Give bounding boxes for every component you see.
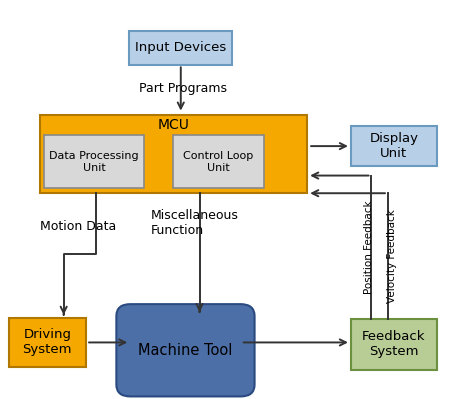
Text: Miscellaneous
Function: Miscellaneous Function (150, 209, 238, 237)
Text: Data Processing
Unit: Data Processing Unit (49, 151, 139, 173)
Text: Velocity Feedback: Velocity Feedback (387, 209, 397, 303)
FancyBboxPatch shape (129, 31, 232, 65)
FancyBboxPatch shape (9, 318, 86, 367)
Text: Feedback
System: Feedback System (362, 330, 426, 358)
FancyBboxPatch shape (173, 135, 264, 188)
Text: Input Devices: Input Devices (135, 41, 227, 54)
Text: Motion Data: Motion Data (40, 220, 117, 233)
Text: Position Feedback: Position Feedback (364, 200, 374, 294)
FancyBboxPatch shape (44, 135, 145, 188)
Text: Part Programs: Part Programs (138, 82, 227, 95)
FancyBboxPatch shape (351, 126, 437, 166)
Text: Driving
System: Driving System (23, 328, 72, 356)
FancyBboxPatch shape (40, 115, 307, 193)
Text: Control Loop
Unit: Control Loop Unit (183, 151, 254, 173)
Text: Machine Tool: Machine Tool (138, 343, 233, 358)
Text: MCU: MCU (158, 118, 190, 132)
Text: Display
Unit: Display Unit (369, 132, 419, 160)
FancyBboxPatch shape (117, 304, 255, 397)
FancyBboxPatch shape (351, 319, 437, 370)
